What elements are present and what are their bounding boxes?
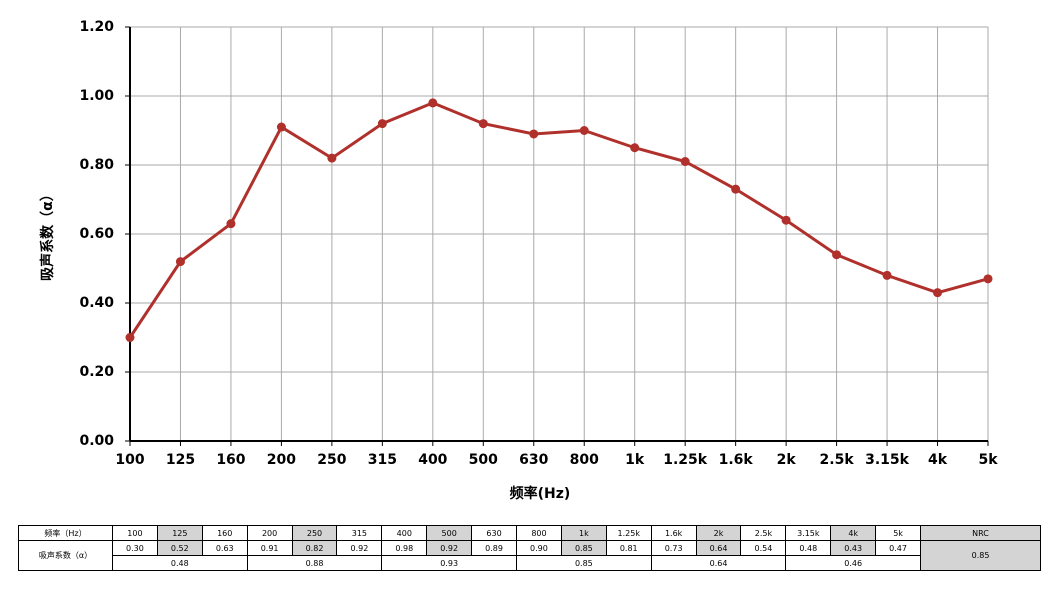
table-cell: 0.54: [740, 540, 787, 556]
y-axis-label: 吸声系数（α）: [39, 187, 56, 281]
x-tick-label: 3.15k: [865, 452, 910, 468]
table-cell: 315: [336, 525, 383, 541]
table-cell: 400: [381, 525, 428, 541]
table-cell: 0.92: [426, 540, 473, 556]
table-cell: 630: [471, 525, 518, 541]
x-tick-label: 250: [317, 452, 346, 468]
table-cell: 0.92: [336, 540, 383, 556]
data-point: [327, 153, 337, 163]
x-tick-label: 4k: [928, 452, 948, 468]
table-cell: 0.63: [201, 540, 248, 556]
table-cell: 0.48: [785, 540, 832, 556]
table-cell: 1.25k: [605, 525, 652, 541]
table-cell: 1k: [560, 525, 607, 541]
x-tick-label: 160: [216, 452, 245, 468]
table-cell: 0.30: [112, 540, 158, 556]
table-cell: 频率（Hz）: [18, 525, 113, 541]
table-cell: 0.73: [650, 540, 697, 556]
y-tick-label: 0.20: [79, 364, 114, 380]
chart: 频率(Hz) 吸声系数（α） 0.00 0.20 0.40 0.60 0.80 1.00 1…: [39, 19, 998, 502]
data-point: [731, 184, 741, 194]
table-cell: 200: [246, 525, 293, 541]
data-point: [983, 274, 993, 284]
x-tick-label: 500: [469, 452, 498, 468]
data-point: [630, 143, 640, 153]
data-point: [933, 288, 943, 298]
table-cell: 0.64: [650, 555, 787, 571]
table-cell: 500: [426, 525, 473, 541]
table-cell: 0.89: [471, 540, 518, 556]
table-row: 吸声系数（α） 0.30 0.52 0.63 0.91 0.82 0.92 0.98 0.92 0…: [18, 540, 1042, 571]
data-point: [276, 122, 286, 132]
table-cell: 0.47: [875, 540, 922, 556]
x-tick-label: 2k: [777, 452, 797, 468]
y-tick-label: 0.60: [79, 226, 114, 242]
table-cell: 2k: [695, 525, 742, 541]
table-row: 频率（Hz） 100 125 160 200 250 315 400 500 630 800 1k 1.…: [18, 525, 1042, 541]
x-tick-label: 125: [166, 452, 195, 468]
y-tick-label: 0.40: [79, 295, 114, 311]
table-cell: 0.91: [246, 540, 293, 556]
table-cell: 250: [291, 525, 338, 541]
data-point: [832, 250, 842, 260]
x-tick-label: 630: [519, 452, 548, 468]
x-tick-label: 5k: [978, 452, 998, 468]
y-tick-label: 1.00: [79, 88, 114, 104]
table-cell: 4k: [830, 525, 877, 541]
table-cell: 160: [201, 525, 248, 541]
table-cell: 100: [112, 525, 158, 541]
x-tick-label: 1.6k: [719, 452, 754, 468]
data-point: [125, 333, 135, 342]
table-cell: 0.46: [785, 555, 922, 571]
table-cell: 0.43: [830, 540, 877, 556]
y-tick-label: 1.20: [79, 19, 114, 35]
x-tick-label: 2.5k: [820, 452, 855, 468]
data-point: [226, 219, 236, 229]
table-cell: 0.52: [156, 540, 203, 556]
table-cell: 0.88: [246, 555, 383, 571]
y-tick-label: 0.80: [79, 157, 114, 173]
data-point: [579, 126, 589, 135]
x-axis-label: 频率(Hz): [510, 485, 571, 502]
x-tick-label: 1.25k: [663, 452, 708, 468]
table-cell: 0.81: [605, 540, 652, 556]
table-cell: NRC: [920, 525, 1042, 541]
x-tick-label: 800: [570, 452, 599, 468]
data-point: [428, 98, 438, 108]
data-point: [882, 270, 892, 280]
table-cell: 0.90: [516, 540, 562, 556]
table-cell: 0.85: [560, 540, 607, 556]
data-point: [680, 157, 690, 167]
data-point: [781, 215, 791, 225]
data-table: 频率（Hz） 100 125 160 200 250 315 400 500 630 800 1k 1.…: [18, 525, 1042, 571]
table-cell: 0.85: [516, 555, 652, 571]
table-cell: 0.85: [920, 540, 1042, 571]
table-cell: 0.82: [291, 540, 338, 556]
y-tick-label: 0.00: [79, 433, 114, 449]
table-cell: 0.93: [381, 555, 518, 571]
table-cell: 吸声系数（α）: [18, 540, 113, 571]
data-point: [529, 129, 539, 139]
data-line: [128, 101, 989, 339]
table-cell: 0.64: [695, 540, 742, 556]
x-tick-label: 400: [418, 452, 447, 468]
data-point: [478, 119, 488, 129]
table-cell: 0.48: [112, 555, 248, 571]
x-tick-label: 1k: [625, 452, 645, 468]
table-cell: 125: [156, 525, 203, 541]
table-row: 0.48 0.88 0.93 0.85 0.64 0.46: [19, 555, 1041, 571]
table-cell: 3.15k: [785, 525, 832, 541]
table-cell: 0.98: [381, 540, 428, 556]
table-cell: 2.5k: [740, 525, 787, 541]
x-tick-label: 100: [115, 452, 144, 468]
table-cell: 1.6k: [650, 525, 697, 541]
x-tick-label: 200: [267, 452, 296, 468]
table-cell: 5k: [875, 525, 922, 541]
x-tick-label: 315: [368, 452, 397, 468]
table-cell: 800: [516, 525, 562, 541]
data-point: [175, 257, 185, 267]
data-point: [377, 119, 387, 129]
